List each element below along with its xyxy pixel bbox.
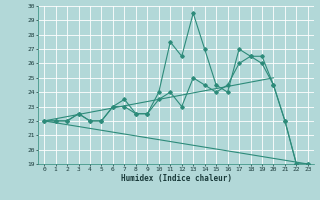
X-axis label: Humidex (Indice chaleur): Humidex (Indice chaleur) (121, 174, 231, 183)
